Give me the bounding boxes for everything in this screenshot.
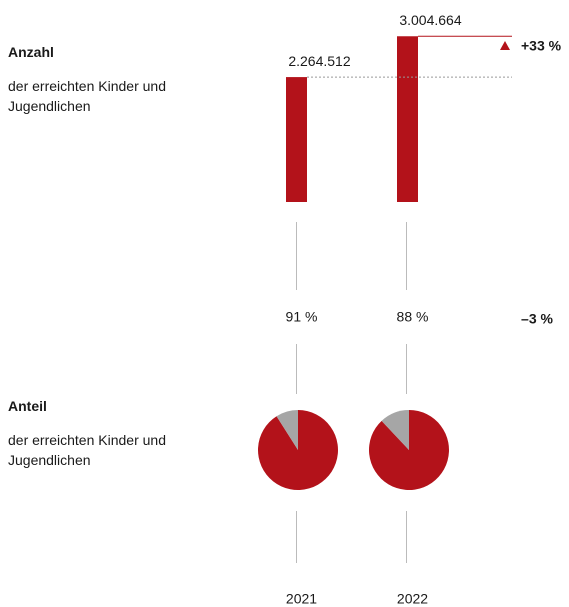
value-label: 3.004.664 bbox=[399, 12, 461, 28]
share-subtitle: der erreichten Kinder und Jugendlichen bbox=[8, 432, 166, 468]
bar bbox=[397, 36, 418, 203]
change-label: +33 % bbox=[521, 38, 562, 54]
year-label: 2022 bbox=[397, 591, 428, 607]
share-title: Anteil bbox=[8, 398, 47, 414]
share-label: 91 % bbox=[286, 309, 318, 325]
pie-share bbox=[258, 409, 339, 490]
value-label: 2.264.512 bbox=[288, 53, 350, 69]
share-label: 88 % bbox=[397, 309, 429, 325]
pie-rest bbox=[381, 410, 409, 450]
count-title: Anzahl bbox=[8, 44, 54, 60]
connectors bbox=[296, 222, 407, 563]
pie-rest bbox=[276, 410, 298, 450]
count-block: Anzahl der erreichten Kinder und Jugendl… bbox=[8, 42, 198, 116]
pie-share bbox=[368, 410, 449, 491]
up-arrow bbox=[500, 41, 510, 50]
bar bbox=[286, 77, 307, 202]
change-label: –3 % bbox=[521, 311, 553, 327]
share-block: Anteil der erreichten Kinder und Jugendl… bbox=[8, 396, 198, 470]
year-label: 2021 bbox=[286, 591, 317, 607]
count-subtitle: der erreichten Kinder und Jugendlichen bbox=[8, 78, 166, 114]
